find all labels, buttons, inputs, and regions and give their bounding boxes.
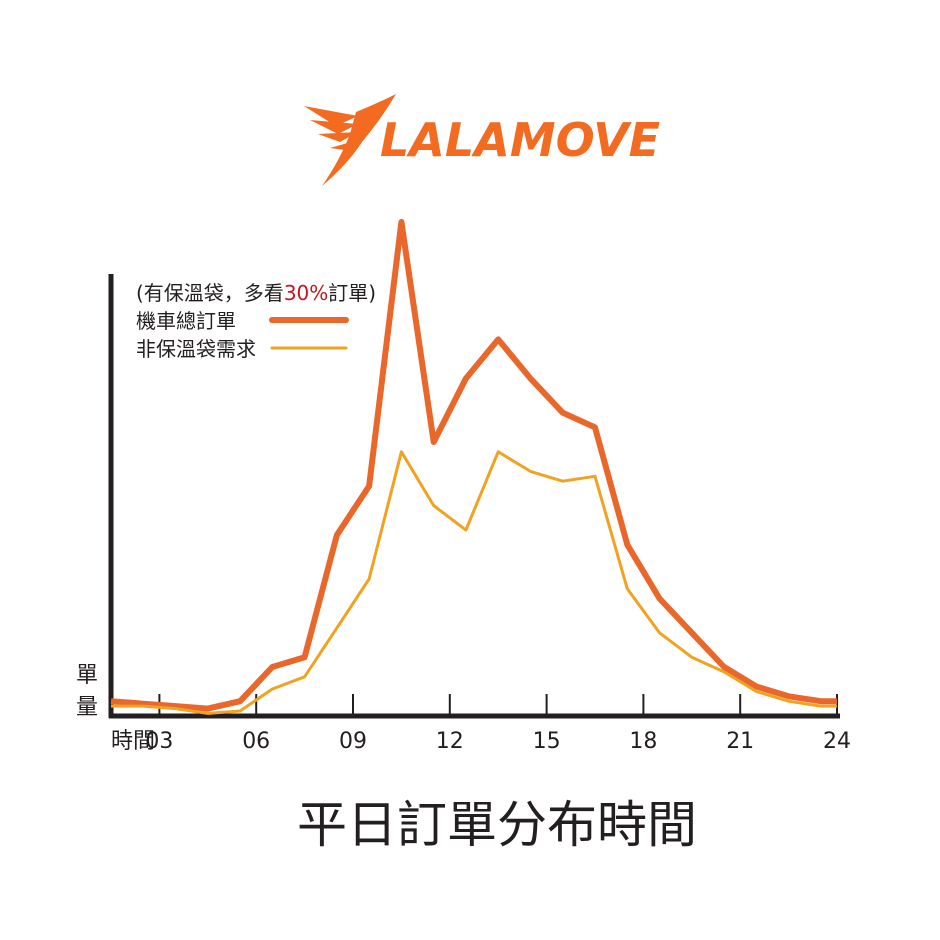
series-lines — [110, 219, 837, 715]
x-tick-label-21: 21 — [726, 729, 754, 754]
x-tick-label-18: 18 — [629, 729, 657, 754]
annotation-highlight: 30% — [284, 281, 328, 305]
annotation-note: (有保溫袋，多看30%訂單) — [136, 281, 376, 305]
logo-text: LALAMOVE — [380, 113, 660, 167]
legend-label-total: 機車總訂單 — [136, 309, 236, 333]
x-tick-labels: 03 06 09 12 15 18 21 24 — [145, 729, 851, 754]
annotation-suffix: 訂單) — [328, 281, 376, 305]
x-tick-label-24: 24 — [823, 729, 851, 754]
x-tick-label-03: 03 — [145, 729, 173, 754]
y-axis-label-char-1: 單 — [76, 663, 98, 688]
x-axis-label: 時間 — [111, 729, 155, 754]
series-line-non-insulated-demand — [111, 450, 837, 715]
legend: 機車總訂單 非保溫袋需求 — [136, 309, 349, 361]
x-tick-label-09: 09 — [339, 729, 367, 754]
hummingbird-icon — [304, 94, 396, 186]
lalamove-logo: LALAMOVE — [304, 94, 660, 186]
y-axis-label-char-2: 量 — [76, 695, 98, 720]
legend-label-non-insulated: 非保溫袋需求 — [136, 337, 256, 361]
series-line-total-orders — [110, 219, 837, 712]
chart-title: 平日訂單分布時間 — [297, 796, 697, 854]
x-tick-label-06: 06 — [242, 729, 270, 754]
x-tick-label-15: 15 — [533, 729, 561, 754]
x-ticks — [158, 694, 838, 716]
annotation-prefix: (有保溫袋，多看 — [136, 281, 284, 305]
x-tick-label-12: 12 — [436, 729, 464, 754]
